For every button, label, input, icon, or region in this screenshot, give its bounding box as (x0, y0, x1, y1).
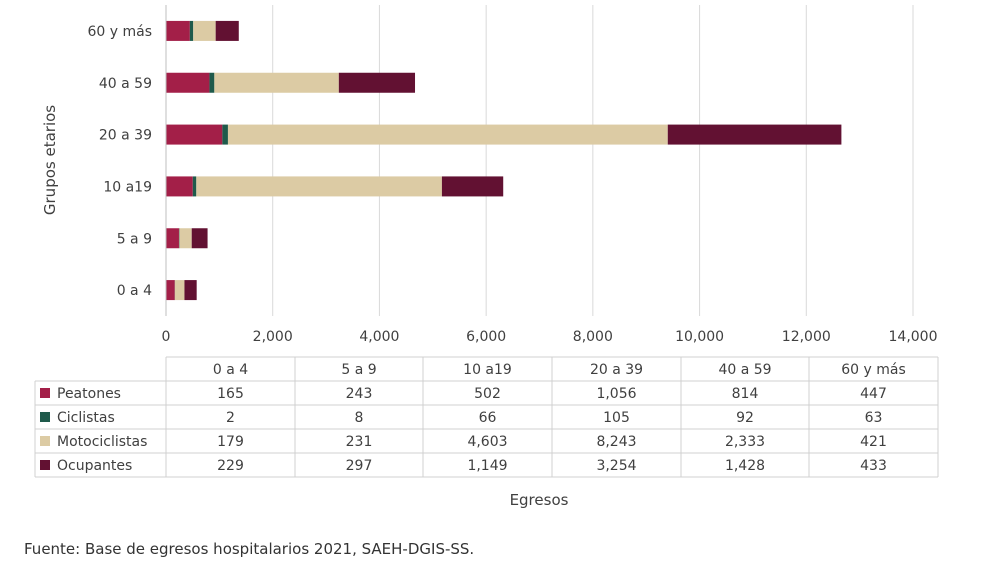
bar-motociclistas-1 (179, 228, 192, 249)
bar-ocupantes-2 (441, 176, 504, 197)
y-axis-title: Grupos etarios (41, 105, 59, 215)
bar-peatones-3 (166, 124, 223, 145)
table-cell: 1,428 (725, 458, 765, 474)
bar-ocupantes-5 (215, 20, 239, 41)
table-cell: 447 (860, 386, 887, 402)
source-note: Fuente: Base de egresos hospitalarios 20… (24, 540, 475, 558)
x-tick-label: 6,000 (466, 329, 506, 345)
table-cell: 66 (479, 410, 497, 426)
bar-ocupantes-1 (191, 228, 208, 249)
y-tick-label: 10 a19 (103, 179, 152, 195)
table-cell: 2 (226, 410, 235, 426)
table-cell: 1,056 (596, 386, 636, 402)
table-cell: 165 (217, 386, 244, 402)
bar-peatones-2 (166, 176, 193, 197)
x-tick-label: 14,000 (889, 329, 938, 345)
y-tick-label: 0 a 4 (117, 283, 152, 299)
legend-swatch (40, 388, 50, 398)
legend-entry: Motociclistas (57, 434, 147, 450)
table-header-cell: 10 a19 (463, 362, 512, 378)
table-cell: 105 (603, 410, 630, 426)
bar-motociclistas-3 (227, 124, 668, 145)
legend-entry: Ciclistas (57, 410, 115, 426)
y-tick-label: 20 a 39 (99, 128, 152, 144)
x-tick-label: 2,000 (253, 329, 293, 345)
bar-motociclistas-2 (196, 176, 442, 197)
axes: 0 2,000 4,000 6,000 8,000 10,000 12,000 14,000 0… (87, 5, 938, 345)
table-header-cell: 0 a 4 (213, 362, 248, 378)
x-tick-label: 0 (162, 329, 171, 345)
table-cell: 4,603 (467, 434, 507, 450)
table-cell: 63 (865, 410, 883, 426)
gridlines (272, 5, 914, 316)
legend-entry: Peatones (57, 386, 121, 402)
table-cell: 2,333 (725, 434, 765, 450)
table-cell: 8,243 (596, 434, 636, 450)
bar-ocupantes-0 (184, 280, 197, 301)
table-cell: 814 (732, 386, 759, 402)
table-cell: 243 (346, 386, 373, 402)
bar-motociclistas-0 (174, 280, 185, 301)
legend-swatch (40, 460, 50, 470)
table-cell: 229 (217, 458, 244, 474)
table-cell: 179 (217, 434, 244, 450)
data-table: 0 a 4 5 a 9 10 a19 20 a 39 40 a 59 60 y más Pe… (34, 356, 939, 478)
x-tick-label: 12,000 (782, 329, 831, 345)
table-header-cell: 40 a 59 (718, 362, 771, 378)
x-axis-title: Egresos (510, 491, 569, 509)
bar-motociclistas-5 (193, 20, 216, 41)
table-cell: 8 (355, 410, 364, 426)
y-tick-label: 5 a 9 (117, 231, 152, 247)
table-header-cell: 60 y más (841, 362, 906, 378)
bar-ocupantes-3 (667, 124, 842, 145)
y-tick-label: 40 a 59 (99, 76, 152, 92)
x-tick-label: 10,000 (675, 329, 724, 345)
x-tick-label: 8,000 (573, 329, 613, 345)
table-cell: 297 (346, 458, 373, 474)
y-tick-label: 60 y más (87, 24, 152, 40)
x-tick-label: 4,000 (359, 329, 399, 345)
table-cell: 1,149 (467, 458, 507, 474)
bars (166, 20, 842, 301)
bar-ciclistas-3 (222, 124, 228, 145)
legend-swatch (40, 436, 50, 446)
table-header-cell: 20 a 39 (590, 362, 643, 378)
bar-ciclistas-2 (192, 176, 197, 197)
legend-entry: Ocupantes (57, 458, 132, 474)
table-cell: 502 (474, 386, 501, 402)
table-cell: 3,254 (596, 458, 636, 474)
bar-motociclistas-4 (214, 72, 339, 93)
legend-swatch (40, 412, 50, 422)
bar-peatones-0 (166, 280, 175, 301)
bar-peatones-5 (166, 20, 190, 41)
table-cell: 231 (346, 434, 373, 450)
bar-ocupantes-4 (338, 72, 416, 93)
table-cell: 433 (860, 458, 887, 474)
bar-peatones-4 (166, 72, 210, 93)
table-cell: 421 (860, 434, 887, 450)
bar-peatones-1 (166, 228, 179, 249)
bar-ciclistas-5 (189, 20, 194, 41)
table-cell: 92 (736, 410, 754, 426)
table-header-cell: 5 a 9 (341, 362, 376, 378)
bar-ciclistas-4 (209, 72, 215, 93)
